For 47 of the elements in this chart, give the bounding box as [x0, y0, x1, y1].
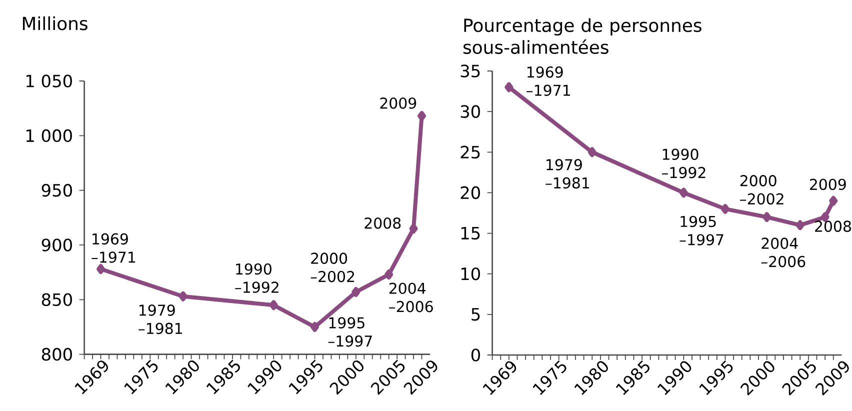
y-axis-title: Millions: [22, 16, 88, 30]
annotation: 2004 –2006: [389, 282, 433, 312]
point: [384, 269, 394, 280]
y-tick-label: 30: [460, 105, 480, 118]
y-tick-label: 900: [42, 238, 72, 252]
y-tick-label: 5: [472, 308, 480, 321]
point: [269, 300, 278, 310]
point: [96, 264, 106, 274]
annotation: 1990 –1992: [662, 148, 706, 178]
annotation: 1990 –1992: [235, 263, 278, 293]
point: [310, 322, 320, 332]
annotation: 1969 –1971: [92, 233, 136, 263]
y-axis-title: Pourcentage de personnes sous-alimentées: [463, 18, 702, 54]
annotation: 1995 –1997: [680, 216, 724, 246]
annotation: 2009: [810, 178, 846, 190]
point: [409, 224, 418, 234]
y-tick-label: 0: [471, 348, 480, 362]
y-tick-label: 15: [461, 226, 480, 240]
y-tick-label: 850: [42, 293, 72, 306]
y-tick-label: 800: [42, 348, 72, 361]
y-tick-label: 950: [42, 184, 72, 197]
point: [679, 188, 688, 198]
annotation: 2004 –2006: [761, 238, 806, 268]
annotation: 2008: [364, 217, 401, 229]
y-tick-label: 35: [460, 64, 480, 78]
annotation: 2009: [380, 97, 416, 109]
point: [588, 147, 596, 158]
point: [796, 220, 804, 230]
point: [720, 204, 730, 214]
annotation: 2000 –2002: [740, 175, 784, 205]
annotation: 2008: [815, 220, 851, 232]
annotation: 1979 –1981: [546, 159, 590, 189]
point: [504, 82, 514, 92]
annotation: 2000 –2002: [310, 252, 354, 282]
annotation: 1979 –1981: [138, 304, 182, 334]
point: [178, 291, 188, 302]
y-tick-label: 25: [460, 146, 480, 159]
point: [418, 110, 426, 121]
y-tick-label: 20: [460, 186, 480, 200]
point: [829, 196, 838, 206]
y-tick-label: 10: [461, 267, 480, 280]
y-tick-label: 1 000: [26, 129, 72, 142]
y-tick-label: 1 050: [26, 74, 72, 88]
point: [762, 212, 772, 222]
annotation: 1995 –1997: [328, 317, 372, 347]
annotation: 1969 –1971: [526, 66, 570, 96]
point: [352, 286, 360, 297]
